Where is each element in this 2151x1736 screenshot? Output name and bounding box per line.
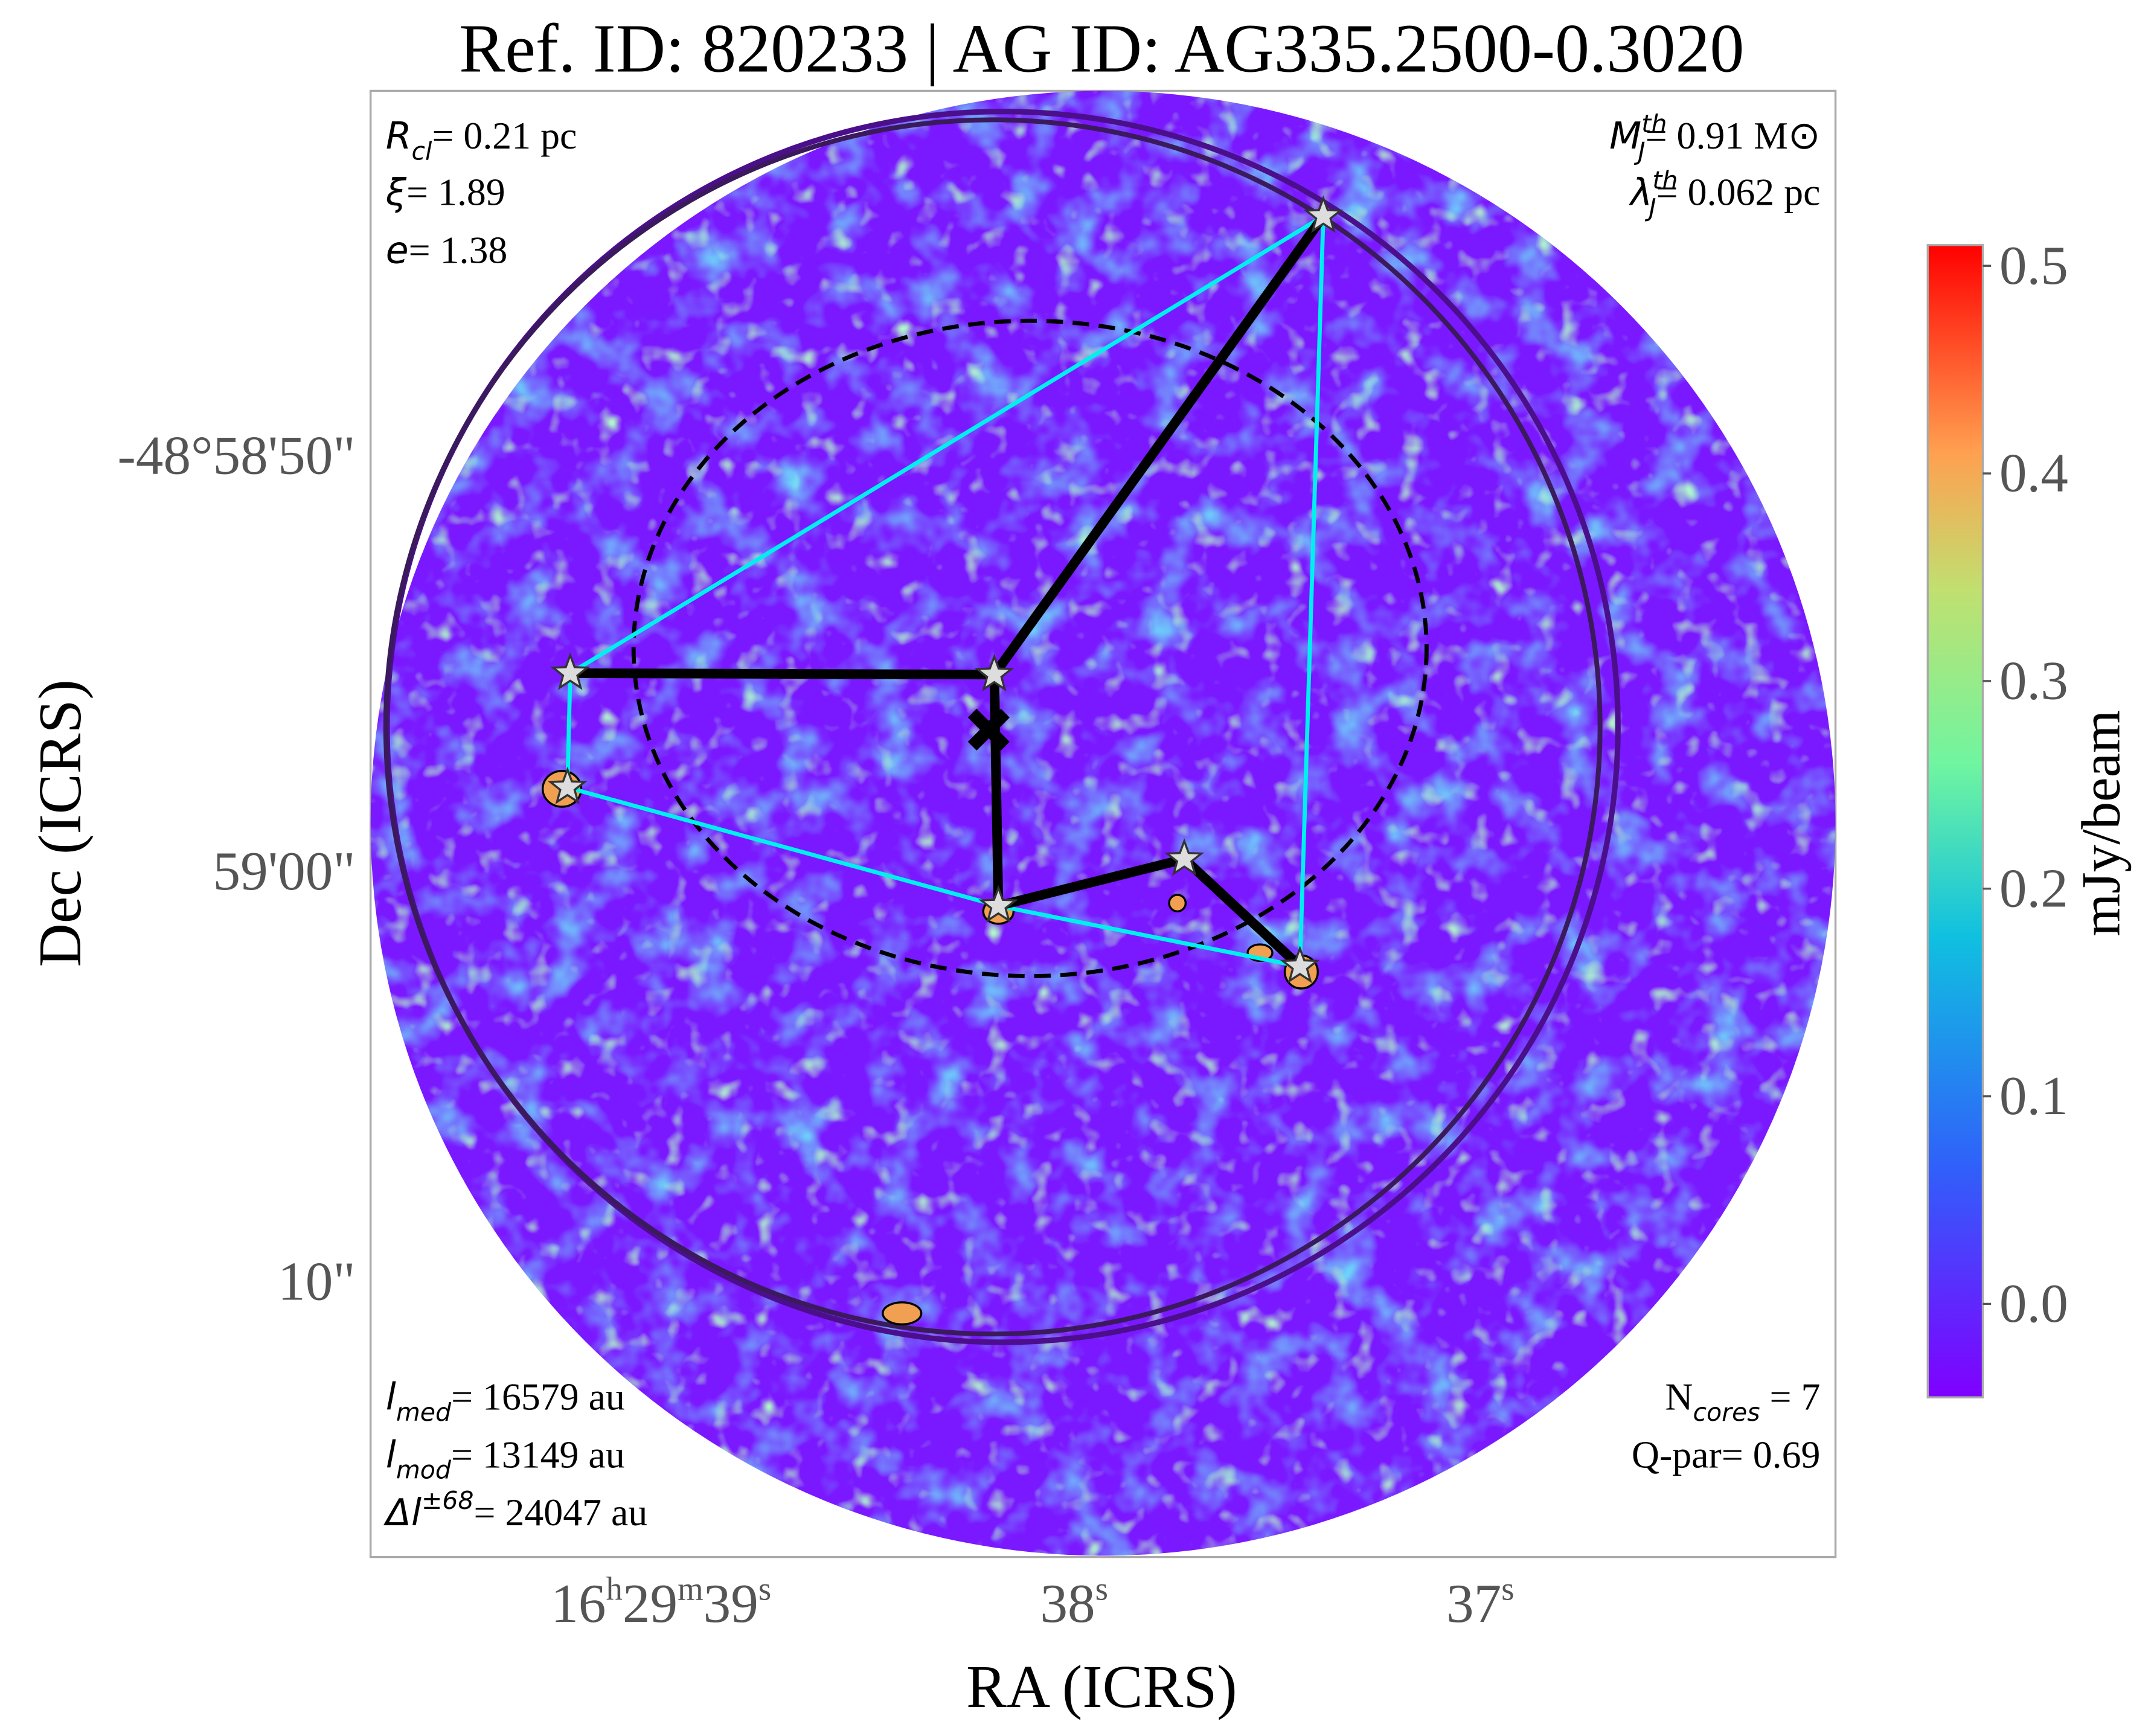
- colorbar-label: mJy/beam: [2071, 710, 2132, 937]
- core-star: [978, 885, 1019, 923]
- ellipse: [631, 318, 1429, 978]
- x-tick-label-part: 16: [551, 1573, 606, 1634]
- colorbar: [1926, 244, 1984, 1398]
- annotation-part: Q-par= 0.69: [1632, 1433, 1821, 1476]
- annotation-part: cl: [412, 136, 433, 165]
- annotation-part: R: [386, 114, 412, 158]
- annotation-part: Δl: [383, 1491, 422, 1534]
- center-marker: [967, 708, 1010, 751]
- colorbar-tick-label: 0.0: [1999, 1273, 2068, 1334]
- annotation-part: ±68: [422, 1486, 474, 1515]
- x-tick-label-part: 37: [1446, 1573, 1501, 1634]
- annotation-part: th: [1641, 109, 1667, 138]
- x-tick-label-part: s: [1095, 1570, 1108, 1607]
- core-star: [1303, 195, 1344, 233]
- core-star: [547, 766, 588, 804]
- x-tick-label-part: h: [606, 1570, 623, 1607]
- annotation-part: e: [386, 228, 409, 272]
- cluster-circle: [383, 117, 1603, 1337]
- y-tick-label: -48°58'50": [118, 424, 356, 485]
- annotation-part: M: [1609, 114, 1641, 158]
- annotation-part: mod: [396, 1456, 452, 1485]
- annotation-part: = 1.38: [409, 228, 508, 271]
- mst-edge: [989, 670, 1004, 911]
- x-tick-label-part: s: [758, 1570, 771, 1607]
- y-tick-label: 59'00": [213, 841, 356, 902]
- annotation-part: = 1.89: [406, 171, 505, 214]
- mst-edge: [989, 211, 1329, 680]
- colorbar-tick-label: 0.1: [1999, 1065, 2068, 1126]
- mst-edge: [565, 668, 999, 680]
- colorbar-tick-label: 0.2: [1999, 857, 2068, 918]
- annotation: Mth J= 0.91 M⊙: [1609, 109, 1820, 166]
- x-tick-label: 37s: [1446, 1570, 1514, 1633]
- annotation-part: = 0.21 pc: [432, 114, 577, 157]
- core-star: [550, 652, 591, 690]
- core-star: [1280, 945, 1320, 984]
- core-contour: [882, 1301, 923, 1326]
- annotation-part: λ: [1629, 171, 1652, 214]
- mst-edge: [993, 854, 1190, 911]
- x-tick-label-part: 29: [623, 1573, 678, 1634]
- annotation-part: = 0.91 M⊙: [1646, 114, 1821, 157]
- annotation: Ncores = 7: [1665, 1376, 1820, 1427]
- annotation-part: N: [1665, 1376, 1693, 1418]
- annotation-part: ξ: [385, 171, 407, 214]
- annotation: lmed= 16579 au: [386, 1376, 625, 1427]
- annotation: ξ= 1.89: [385, 171, 505, 214]
- annotation-part: = 13149 au: [451, 1433, 625, 1476]
- annotation-part: cores: [1693, 1398, 1760, 1427]
- image-map: [369, 89, 1837, 1558]
- annotation: λth J= 0.062 pc: [1629, 165, 1821, 222]
- annotation: e= 1.38: [386, 228, 508, 272]
- core-star: [974, 653, 1015, 692]
- annotation-part: l: [386, 1376, 396, 1419]
- annotation: Rcl= 0.21 pc: [386, 114, 577, 165]
- mst-edge: [1179, 854, 1305, 972]
- x-axis-label: RA (ICRS): [966, 1653, 1237, 1720]
- colorbar-tick-label: 0.4: [1999, 443, 2068, 504]
- annotation-part: = 7: [1760, 1376, 1821, 1418]
- annotation: Q-par= 0.69: [1632, 1433, 1821, 1476]
- annotation-part: = 24047 au: [474, 1491, 648, 1534]
- colorbar-tick-label: 0.5: [1999, 235, 2068, 296]
- annotation-part: = 16579 au: [451, 1376, 625, 1418]
- x-tick-label-part: m: [678, 1570, 704, 1607]
- x-tick-label: 16h29m39s: [551, 1570, 771, 1633]
- x-tick-label-part: 38: [1040, 1573, 1095, 1634]
- x-tick-label-part: s: [1501, 1570, 1514, 1607]
- annotation-part: = 0.062 pc: [1656, 171, 1821, 214]
- annotation-part: th: [1652, 165, 1678, 194]
- annotation-part: l: [386, 1433, 396, 1476]
- y-axis-label: Dec (ICRS): [27, 679, 94, 967]
- map-texture: [370, 91, 1836, 1556]
- y-tick-label: 10": [278, 1251, 355, 1312]
- annotation: Δl±68= 24047 au: [383, 1486, 648, 1534]
- x-tick-label-part: 39: [704, 1573, 758, 1634]
- x-tick-label: 38s: [1040, 1570, 1108, 1633]
- core-star: [1164, 838, 1205, 876]
- annotation: lmod= 13149 au: [386, 1433, 625, 1484]
- annotation-part: med: [396, 1398, 452, 1427]
- chart-title: Ref. ID: 820233 | AG ID: AG335.2500-0.30…: [459, 10, 1744, 87]
- colorbar-tick-label: 0.3: [1999, 650, 2068, 711]
- core-contour: [1168, 894, 1187, 913]
